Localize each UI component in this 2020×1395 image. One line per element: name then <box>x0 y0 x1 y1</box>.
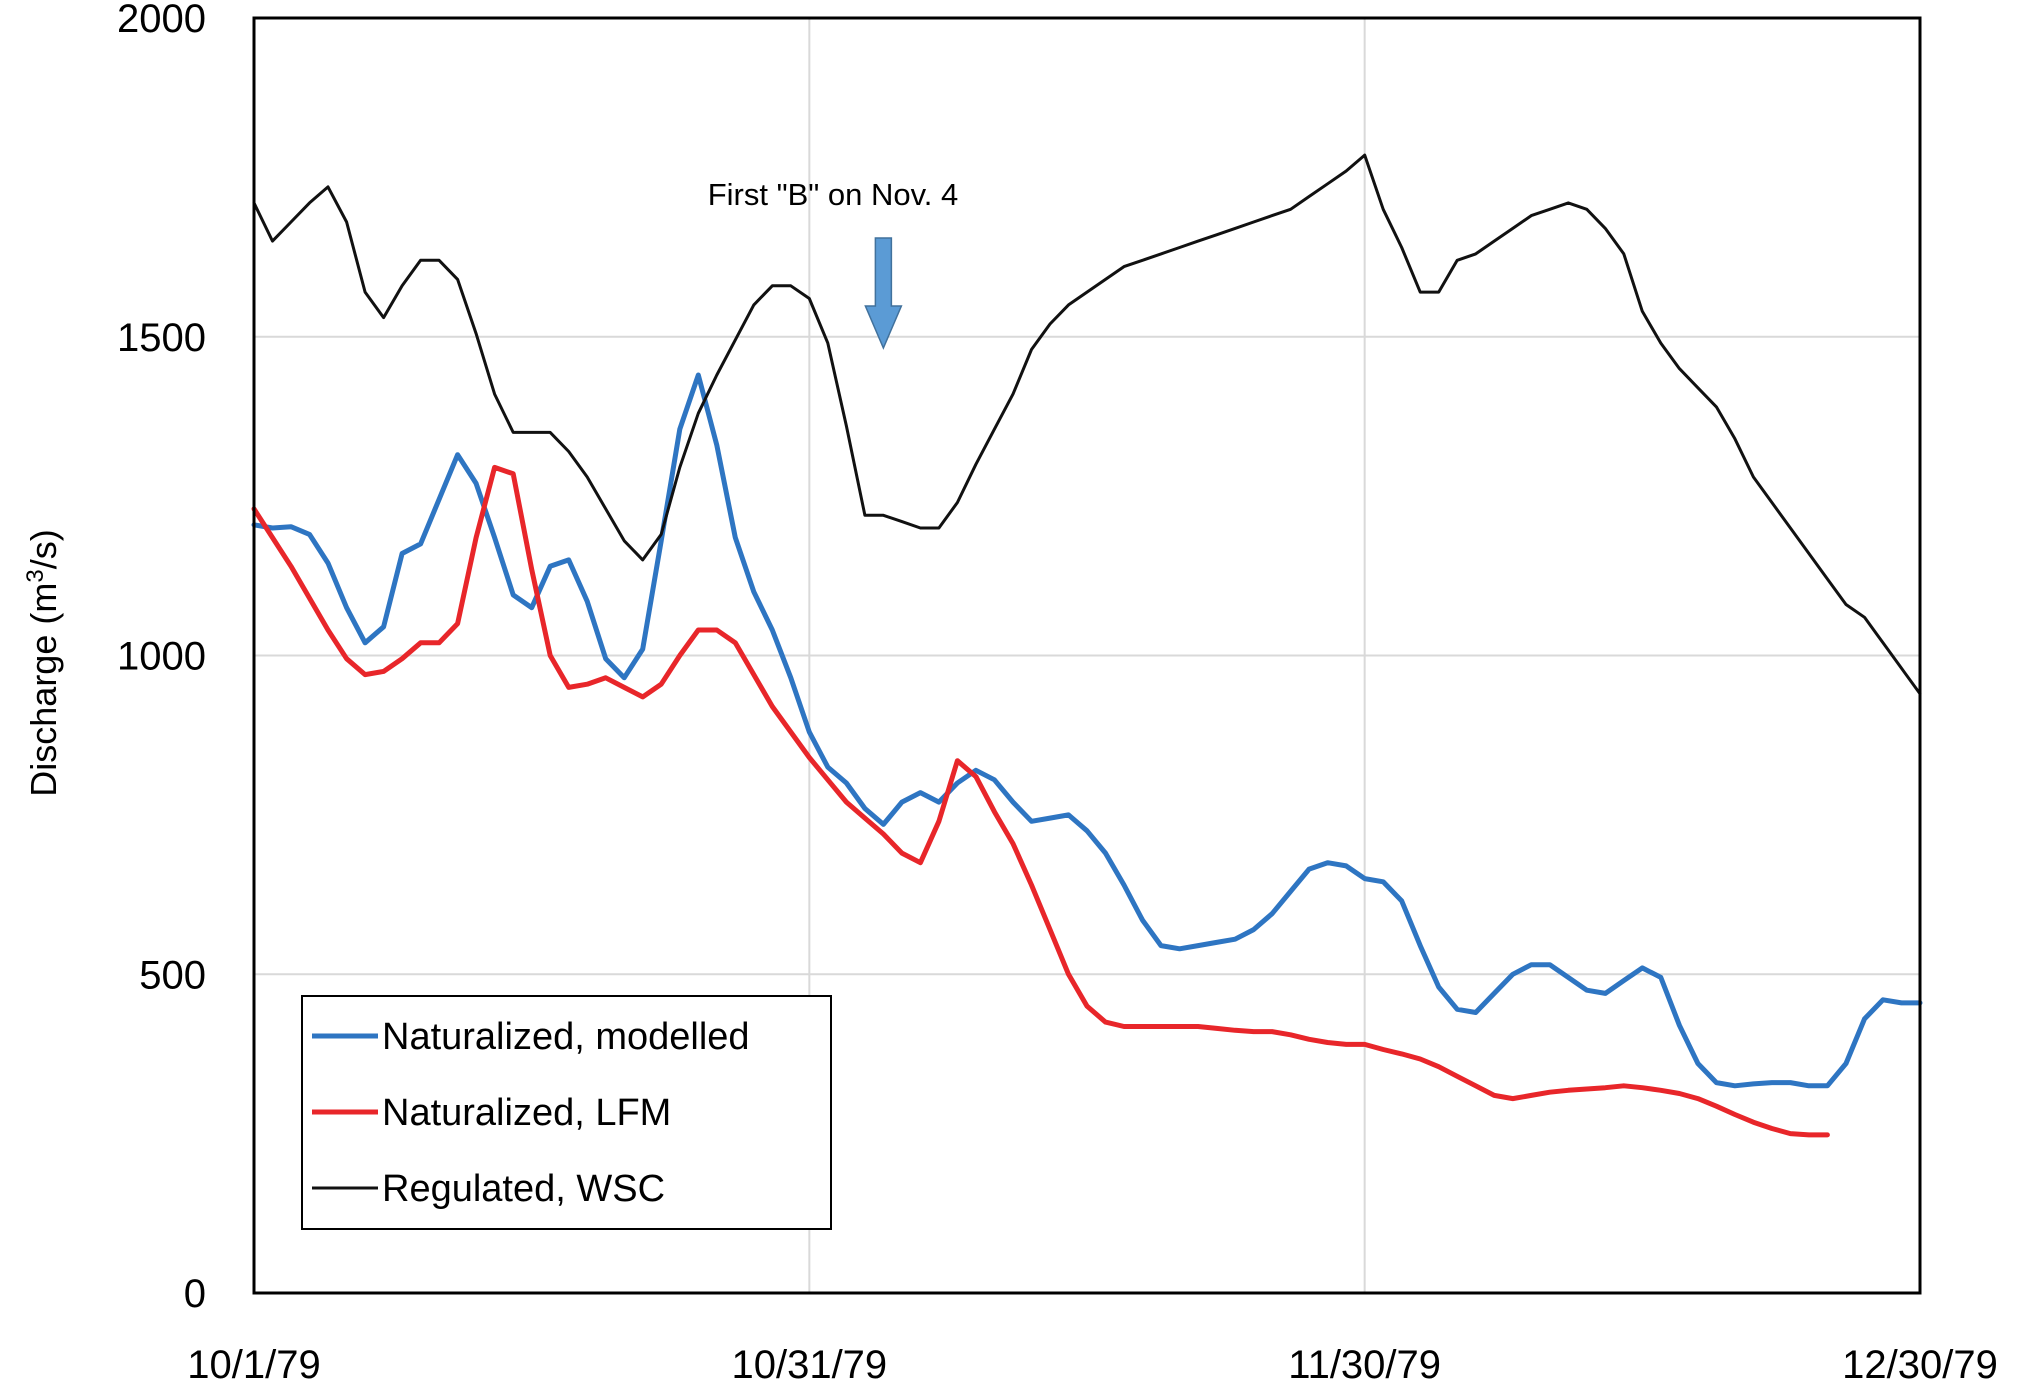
series-line-1 <box>251 464 1830 1138</box>
y-axis-label-text: Discharge <box>23 635 64 797</box>
annotation: First "B" on Nov. 4 <box>708 177 959 350</box>
legend-label-modelled: Naturalized, modelled <box>382 1016 750 1058</box>
plot-frame <box>252 16 1922 1295</box>
y-tick-label-0: 0 <box>184 1272 206 1316</box>
x-tick-labels: 10/1/79 10/31/79 11/30/79 12/30/79 <box>187 1343 1998 1387</box>
series-layer <box>251 153 1923 1138</box>
x-tick-label-0: 10/1/79 <box>187 1343 320 1387</box>
legend-box <box>301 995 832 1230</box>
x-tick-label-1: 10/31/79 <box>731 1343 887 1387</box>
y-axis-unit-tail: /s) <box>23 529 64 569</box>
x-tick-label-2: 11/30/79 <box>1288 1343 1441 1387</box>
annotation-text: First "B" on Nov. 4 <box>708 177 959 212</box>
y-tick-label-4: 2000 <box>117 0 206 41</box>
legend: Naturalized, modelled Naturalized, LFM R… <box>301 995 832 1230</box>
annotation-arrow-icon <box>864 237 903 350</box>
series-line-2 <box>252 153 1922 696</box>
grid-layer <box>254 18 1920 1293</box>
legend-label-regulated: Regulated, WSC <box>382 1168 665 1210</box>
x-tick-label-3: 12/30/79 <box>1842 1343 1998 1387</box>
y-axis-label: Discharge (m3/s) <box>22 529 64 796</box>
series-line-0 <box>251 372 1923 1089</box>
y-axis-label-spacer <box>23 625 64 635</box>
y-tick-label-1: 500 <box>139 953 206 997</box>
y-tick-label-2: 1000 <box>117 635 206 679</box>
y-tick-labels: 0 500 1000 1500 2000 <box>117 0 206 1316</box>
y-tick-label-3: 1500 <box>117 316 206 360</box>
y-axis-unit-base: (m <box>23 583 64 625</box>
y-axis-unit-sup: 3 <box>22 569 49 582</box>
legend-label-lfm: Naturalized, LFM <box>382 1092 671 1134</box>
